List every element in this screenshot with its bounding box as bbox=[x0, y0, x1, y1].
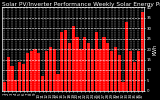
Bar bbox=[45, 51, 48, 91]
Y-axis label: KWh: KWh bbox=[153, 44, 158, 55]
Bar bbox=[91, 49, 94, 91]
Bar bbox=[30, 51, 33, 91]
Bar bbox=[137, 51, 140, 91]
Bar bbox=[114, 47, 117, 91]
Bar bbox=[37, 53, 40, 91]
Bar bbox=[95, 32, 98, 91]
Bar bbox=[64, 30, 67, 91]
Bar bbox=[125, 22, 128, 91]
Bar bbox=[106, 43, 109, 91]
Bar bbox=[14, 80, 17, 91]
Bar bbox=[83, 37, 86, 91]
Bar bbox=[56, 74, 60, 91]
Bar bbox=[87, 43, 90, 91]
Bar bbox=[76, 37, 79, 91]
Bar bbox=[98, 49, 102, 91]
Bar bbox=[22, 64, 25, 91]
Bar bbox=[121, 82, 125, 91]
Bar bbox=[41, 76, 44, 91]
Bar bbox=[129, 51, 132, 91]
Bar bbox=[72, 26, 75, 91]
Text: Solar PV/Inverter Performance Weekly Solar Energy Production: Solar PV/Inverter Performance Weekly Sol… bbox=[2, 2, 160, 7]
Bar bbox=[118, 55, 121, 91]
Bar bbox=[140, 12, 144, 91]
Bar bbox=[18, 62, 21, 91]
Bar bbox=[133, 62, 136, 91]
Bar bbox=[52, 49, 56, 91]
Bar bbox=[3, 82, 6, 91]
Bar bbox=[79, 49, 83, 91]
Bar bbox=[102, 37, 105, 91]
Bar bbox=[60, 32, 63, 91]
Bar bbox=[68, 43, 71, 91]
Bar bbox=[33, 49, 37, 91]
Bar bbox=[49, 47, 52, 91]
Bar bbox=[10, 66, 14, 91]
Bar bbox=[7, 57, 10, 91]
Bar bbox=[110, 51, 113, 91]
Bar bbox=[26, 53, 29, 91]
